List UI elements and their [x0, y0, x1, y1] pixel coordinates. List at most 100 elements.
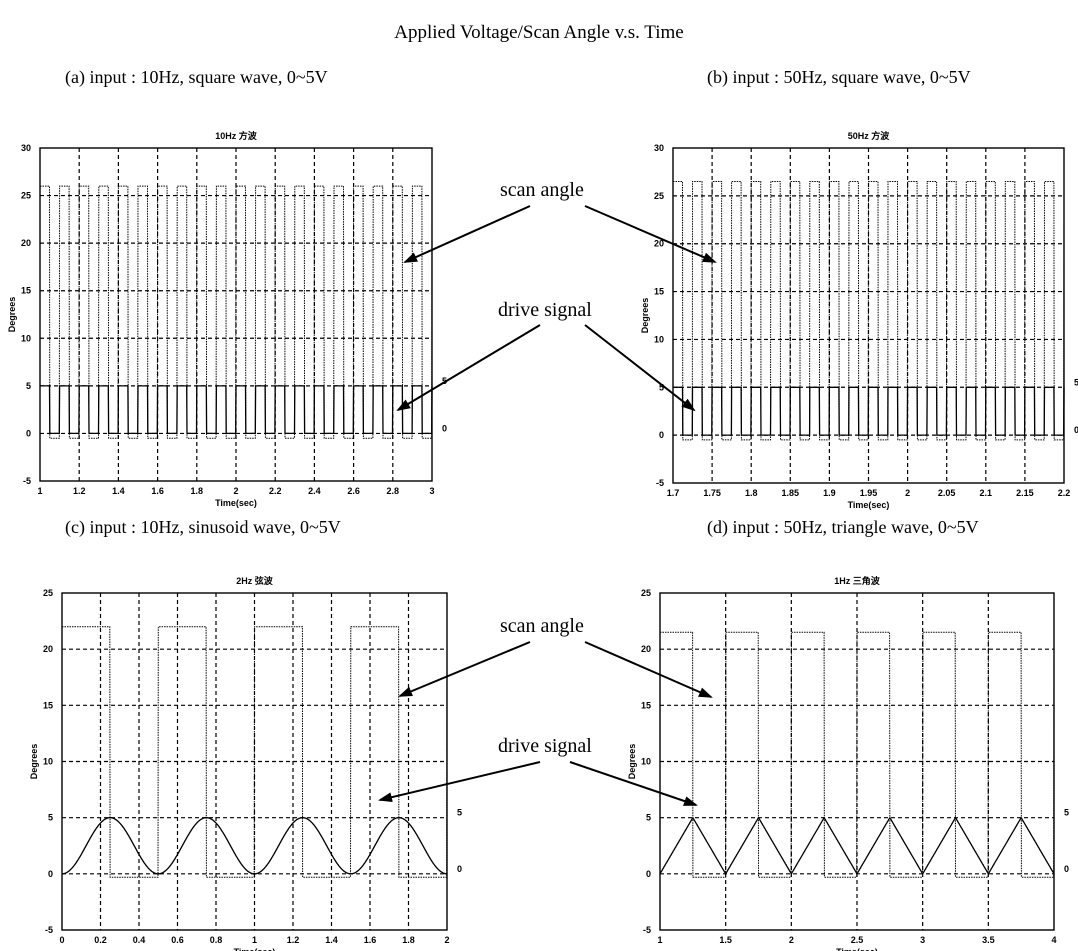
- x-tick-label: 2.1: [980, 488, 993, 498]
- caption-a: (a) input : 10Hz, square wave, 0~5V: [65, 67, 328, 88]
- scan-angle-trace: [673, 181, 1065, 441]
- x-tick-label: 1: [657, 935, 662, 945]
- scan-angle-trace: [62, 626, 448, 878]
- arrow-scan-angle-c: [398, 641, 531, 697]
- chart-title: 2Hz 弦波: [236, 575, 274, 586]
- right-axis-label: 5: [457, 808, 462, 818]
- plot-frame: [61, 592, 448, 931]
- x-tick-label: 0.2: [94, 935, 107, 945]
- x-tick-label: 1.85: [782, 488, 800, 498]
- y-tick-label: -5: [45, 925, 53, 935]
- drive-signal-trace: [659, 816, 1055, 875]
- y-tick-label: 5: [48, 813, 53, 823]
- x-tick-label: 3: [429, 486, 434, 496]
- y-tick-label: 15: [43, 700, 53, 710]
- chart-panel-b: 50Hz 方波 1.7 1.75 1.8 1.85 1.9 1.95 2 2.05 2.1 2.15…: [640, 130, 1078, 510]
- y-tick-label: 25: [43, 588, 53, 598]
- scan-angle-trace: [660, 631, 1055, 878]
- right-axis-label: 5: [1064, 808, 1069, 818]
- right-axis-label: 5: [1074, 377, 1078, 387]
- y-tick-label: 0: [659, 430, 664, 440]
- y-tick-label: 25: [654, 191, 664, 201]
- drive-signal-trace: [62, 817, 447, 875]
- y-tick-label: 30: [654, 143, 664, 153]
- drive-signal-label-bottom: drive signal: [498, 735, 592, 757]
- chart-title: 1Hz 三角波: [834, 575, 881, 586]
- annotation-top: scan angle drive signal: [396, 179, 717, 412]
- x-tick-label: 0: [59, 935, 64, 945]
- scan-angle-trace: [40, 185, 433, 439]
- arrow-drive-signal-c: [378, 761, 541, 803]
- x-tick-label: 1.2: [73, 486, 86, 496]
- x-tick-label: 1.8: [402, 935, 415, 945]
- y-tick-label: 25: [21, 191, 31, 201]
- y-tick-label: -5: [643, 925, 651, 935]
- y-tick-label: -5: [23, 476, 31, 486]
- caption-c: (c) input : 10Hz, sinusoid wave, 0~5V: [65, 517, 341, 538]
- y-tick-label: 20: [21, 238, 31, 248]
- y-tick-label: 0: [48, 869, 53, 879]
- scan-angle-label-top: scan angle: [500, 179, 584, 201]
- x-axis-label: Time(sec): [215, 498, 257, 508]
- x-tick-label: 2: [789, 935, 794, 945]
- page-title: Applied Voltage/Scan Angle v.s. Time: [394, 22, 683, 43]
- arrow-drive-signal-b: [584, 324, 696, 412]
- y-tick-label: 5: [646, 813, 651, 823]
- x-tick-label: 2.05: [938, 488, 956, 498]
- x-tick-label: 0.8: [210, 935, 223, 945]
- y-tick-label: 20: [654, 239, 664, 249]
- y-tick-label: 15: [21, 286, 31, 296]
- x-tick-label: 1.6: [364, 935, 377, 945]
- x-tick-label: 0.4: [133, 935, 146, 945]
- caption-d: (d) input : 50Hz, triangle wave, 0~5V: [707, 517, 979, 538]
- y-tick-label: 10: [21, 333, 31, 343]
- y-tick-label: 5: [659, 382, 664, 392]
- arrow-drive-signal-a: [396, 324, 541, 412]
- x-axis-label: Time(sec): [234, 947, 276, 951]
- drive-signal-trace: [40, 385, 433, 435]
- x-tick-label: 2: [444, 935, 449, 945]
- right-axis-label: 0: [1064, 864, 1069, 874]
- x-tick-label: 1.8: [191, 486, 204, 496]
- x-tick-label: 1.95: [860, 488, 878, 498]
- x-tick-label: 1.2: [287, 935, 300, 945]
- x-tick-label: 1: [252, 935, 257, 945]
- y-tick-label: 30: [21, 143, 31, 153]
- arrow-scan-angle-a: [403, 205, 531, 263]
- caption-b: (b) input : 50Hz, square wave, 0~5V: [707, 67, 971, 88]
- right-axis-label: 0: [457, 864, 462, 874]
- chart-title: 50Hz 方波: [848, 130, 891, 141]
- right-axis-label: 5: [442, 376, 447, 386]
- x-tick-label: 4: [1051, 935, 1056, 945]
- x-tick-label: 1.5: [719, 935, 732, 945]
- y-tick-label: 20: [43, 644, 53, 654]
- x-tick-label: 2: [905, 488, 910, 498]
- y-axis-label: Degrees: [29, 744, 39, 780]
- arrow-scan-angle-d: [584, 641, 713, 698]
- x-tick-label: 1.75: [703, 488, 721, 498]
- x-tick-label: 1.4: [112, 486, 125, 496]
- chart-panel-d: 1Hz 三角波 1 1.5 2 2.5 3 3.5 4 -5 0 5 10 15 20 25 5 0 Time(s…: [627, 575, 1069, 951]
- y-tick-label: -5: [656, 478, 664, 488]
- x-tick-label: 2.15: [1016, 488, 1034, 498]
- y-axis-label: Degrees: [640, 298, 650, 334]
- x-tick-label: 2.6: [347, 486, 360, 496]
- y-tick-label: 5: [26, 381, 31, 391]
- y-tick-label: 25: [641, 588, 651, 598]
- annotation-bottom: scan angle drive signal: [378, 615, 713, 806]
- x-tick-label: 1.6: [151, 486, 164, 496]
- y-axis-label: Degrees: [7, 297, 17, 333]
- y-tick-label: 10: [641, 757, 651, 767]
- y-tick-label: 10: [654, 334, 664, 344]
- drive-signal-trace: [673, 386, 1065, 436]
- x-tick-label: 2.2: [269, 486, 282, 496]
- scan-angle-label-bottom: scan angle: [500, 615, 584, 637]
- chart-title: 10Hz 方波: [215, 130, 258, 141]
- x-tick-label: 1.7: [667, 488, 680, 498]
- right-axis-label: 0: [1074, 425, 1078, 435]
- x-axis-label: Time(sec): [836, 947, 878, 951]
- x-axis-label: Time(sec): [848, 500, 890, 510]
- x-tick-label: 3.5: [982, 935, 995, 945]
